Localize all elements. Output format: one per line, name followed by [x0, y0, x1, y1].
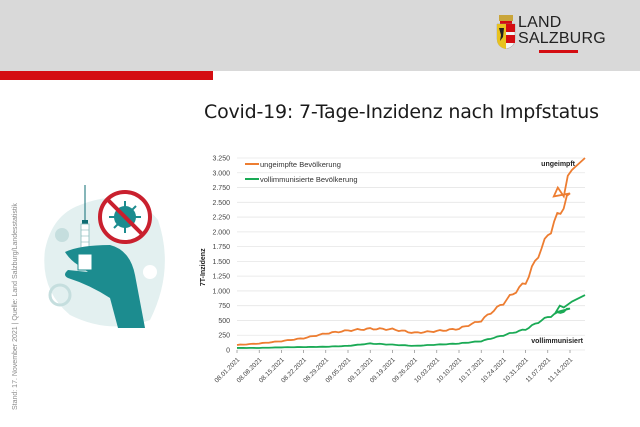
faded-virus-icon [48, 228, 72, 307]
logo-line-salzburg: SALZBURG [518, 30, 606, 47]
incidence-line-chart: 0 250 500 750 1.000 1.250 1.500 1.750 2.000 2.250… [195, 150, 615, 420]
coat-of-arms-icon [496, 15, 516, 49]
y-tick-label: 2.750 [212, 185, 230, 192]
end-label-ungeimpft: ungeimpft [541, 161, 575, 168]
y-tick-label: 1.750 [212, 244, 230, 251]
y-axis-label: 7T-Inzidenz [200, 248, 207, 286]
y-tick-label: 500 [218, 318, 230, 325]
y-tick-label: 250 [218, 333, 230, 340]
y-tick-label: 2.500 [212, 200, 230, 207]
land-salzburg-logo: LAND SALZBURG [496, 15, 616, 55]
y-tick-label: 750 [218, 303, 230, 310]
series-line-vollimmunisiert [236, 294, 586, 349]
series-line-ungeimpft [236, 157, 586, 346]
brand-red-bar [0, 71, 213, 80]
logo-line-land: LAND [518, 14, 562, 31]
logo-text: LAND SALZBURG [518, 15, 606, 47]
white-virus-icon [143, 265, 157, 279]
vaccine-illustration [40, 180, 170, 330]
legend-label: ungeimpfte Bevölkerung [260, 160, 341, 169]
no-virus-icon [98, 190, 152, 244]
header-band [0, 0, 640, 71]
hand-icon [65, 245, 145, 328]
y-tick-label: 1.500 [212, 259, 230, 266]
y-tick-label: 1.250 [212, 274, 230, 281]
logo-underline [539, 50, 578, 53]
page-title: Covid-19: 7-Tage-Inzidenz nach Impfstatu… [204, 101, 599, 123]
y-tick-label: 3.000 [212, 170, 230, 177]
y-tick-label: 2.000 [212, 229, 230, 236]
y-tick-label: 1.000 [212, 288, 230, 295]
y-tick-label: 3.250 [212, 156, 230, 163]
legend-label: vollimmunisierte Bevölkerung [260, 175, 358, 184]
end-label-vollimmunisiert: vollimmunisiert [531, 338, 583, 345]
source-note: Stand: 17. November 2021 | Quelle: Land … [12, 203, 19, 410]
y-tick-label: 0 [226, 348, 230, 355]
y-tick-label: 2.250 [212, 215, 230, 222]
chart-canvas: 0 250 500 750 1.000 1.250 1.500 1.750 2.000 2.250… [200, 156, 586, 384]
